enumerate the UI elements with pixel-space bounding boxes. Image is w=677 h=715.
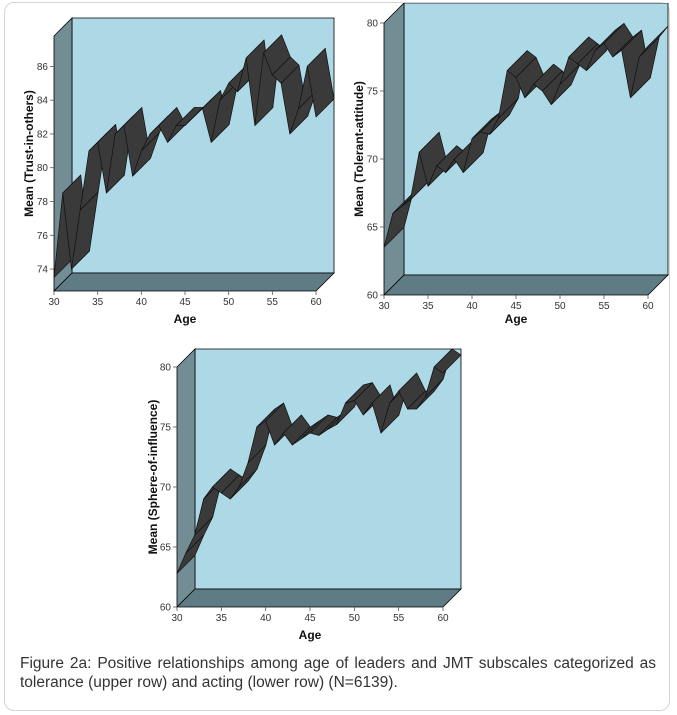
y-tick-label: 74 [37, 265, 49, 276]
x-tick-label: 55 [393, 613, 405, 624]
x-tick-label: 50 [349, 613, 361, 624]
y-tick-label: 86 [37, 62, 49, 73]
y-tick-label: 80 [160, 363, 172, 374]
y-tick-label: 84 [37, 96, 49, 107]
y-tick-label: 65 [367, 223, 379, 234]
y-tick-label: 80 [367, 19, 379, 30]
chart-floor [53, 272, 335, 292]
x-tick-label: 60 [310, 297, 322, 308]
figure-charts: 74 76 78 80 82 84 86 30 35 40 45 50 55 60 Age Mean (Tru… [22, 3, 669, 642]
figure-caption: Figure 2a: Positive relationships among … [20, 655, 656, 691]
x-axis-label: Age [174, 312, 197, 326]
x-tick-label: 35 [216, 613, 228, 624]
y-axis-label: Mean (Sphere-of-influence) [146, 400, 160, 555]
x-tick-label: 50 [554, 301, 566, 312]
x-tick-label: 45 [304, 613, 316, 624]
x-tick-label: 35 [92, 297, 104, 308]
x-axis-label: Age [505, 312, 528, 326]
chart-side-wall [383, 3, 405, 296]
x-tick-label: 40 [136, 297, 148, 308]
y-tick-label: 60 [160, 603, 172, 614]
x-tick-label: 55 [598, 301, 610, 312]
chart-panel-1: 74 76 78 80 82 84 86 30 35 40 45 50 55 60 Age Mean (Tru… [22, 17, 335, 326]
y-axis-label: Mean (Trust-in-others) [22, 90, 36, 217]
x-tick-label: 55 [267, 297, 279, 308]
x-tick-label: 60 [642, 301, 654, 312]
data-point-ribbon-segment [638, 25, 669, 58]
x-axis-label: Age [299, 628, 322, 642]
x-tick-label: 30 [378, 301, 390, 312]
y-tick-label: 82 [37, 129, 49, 140]
y-axis-label: Mean (Tolerant-attitude) [352, 81, 366, 217]
chart-panel-2: 60 65 70 75 80 30 35 40 45 50 55 60 Age Mean (Toleran… [352, 3, 669, 326]
data-point-ribbon-segment [306, 48, 335, 118]
x-tick-label: 45 [179, 297, 191, 308]
x-tick-label: 60 [437, 613, 449, 624]
y-tick-label: 65 [160, 543, 172, 554]
x-tick-label: 40 [466, 301, 478, 312]
y-tick-label: 75 [160, 423, 172, 434]
x-tick-label: 30 [171, 613, 183, 624]
figure-frame: 74 76 78 80 82 84 86 30 35 40 45 50 55 60 Age Mean (Tru… [4, 2, 670, 711]
y-tick-label: 80 [37, 163, 49, 174]
y-tick-label: 60 [367, 291, 379, 302]
x-tick-label: 50 [223, 297, 235, 308]
x-tick-label: 30 [48, 297, 60, 308]
x-tick-label: 40 [260, 613, 272, 624]
chart-panel-3: 60 65 70 75 80 30 35 40 45 50 55 60 Age Mean (Sphere-… [146, 348, 462, 642]
y-tick-label: 76 [37, 231, 49, 242]
data-point-ribbon-segment [433, 348, 462, 374]
x-tick-label: 35 [422, 301, 434, 312]
chart-floor [383, 274, 669, 296]
chart-floor [176, 588, 462, 608]
y-tick-label: 75 [367, 87, 379, 98]
y-tick-label: 70 [367, 155, 379, 166]
y-tick-label: 70 [160, 483, 172, 494]
y-tick-label: 78 [37, 197, 49, 208]
x-tick-label: 45 [510, 301, 522, 312]
